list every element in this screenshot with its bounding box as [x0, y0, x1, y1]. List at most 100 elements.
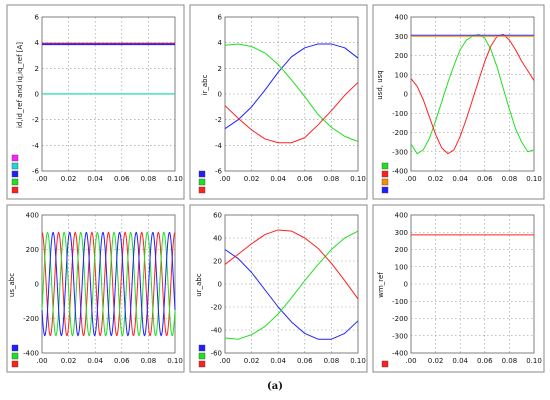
legend-swatch: [198, 352, 206, 360]
panel-frame: [372, 204, 545, 373]
legend-swatch: [11, 360, 19, 368]
x-tick-label: 0.06: [477, 175, 493, 183]
plot-area: .00 0.02 0.04 0.06 0.08 0.10 400 300 200 100 0 -100…: [381, 14, 542, 194]
y-tick-label: 100: [395, 71, 408, 79]
legend-swatch: [11, 352, 19, 360]
x-tick-label: 0.06: [477, 357, 493, 365]
x-tick-label: 0.06: [114, 175, 130, 183]
legend-swatch: [198, 360, 206, 368]
x-tick-label: 0.02: [244, 175, 260, 183]
x-tick-label: 0.04: [452, 357, 468, 365]
y-tick-label: 40: [213, 235, 222, 243]
y-tick-label: -400: [392, 168, 408, 176]
x-tick-label: 0.08: [141, 357, 157, 365]
plot-area: .00 0.02 0.04 0.06 0.08 0.10 6 4 2 0 -2 -4 -6: [11, 14, 183, 194]
plot-border: [224, 16, 359, 172]
y-tick-label: 300: [395, 33, 408, 41]
series-line: [224, 229, 359, 300]
legend-swatch: [381, 170, 389, 178]
legend-swatch: [198, 178, 206, 186]
x-tick-label: 0.08: [324, 175, 340, 183]
series-line: [224, 43, 359, 142]
y-tick-label: 400: [395, 14, 408, 22]
x-tick-label: 0.06: [297, 175, 313, 183]
y-axis-label: ur_abc: [195, 273, 203, 297]
series-line: [224, 230, 359, 340]
x-tick-label: 0.02: [61, 357, 77, 365]
y-tick-label: -300: [392, 332, 408, 340]
x-tick-label: .00: [36, 357, 47, 365]
legend-swatch: [11, 186, 19, 194]
x-tick-label: 0.02: [61, 175, 77, 183]
x-tick-label: .00: [405, 357, 416, 365]
chart-panel-ir-abc: .00 0.02 0.04 0.06 0.08 0.10 6 4 2 0 -2 -4 -6 ir_abc: [189, 4, 368, 200]
legend-swatch: [381, 178, 389, 186]
y-tick-label: 2: [35, 65, 39, 73]
y-tick-label: 60: [213, 212, 222, 220]
x-tick-label: 0.08: [324, 357, 340, 365]
figure-caption: (a): [267, 381, 283, 392]
legend-swatch: [381, 162, 389, 170]
series-line: [224, 82, 359, 144]
series-line: [41, 231, 176, 337]
x-tick-label: 0.08: [502, 357, 518, 365]
x-tick-label: 0.04: [452, 175, 468, 183]
x-tick-label: 0.10: [167, 175, 183, 183]
y-tick-label: 20: [213, 258, 222, 266]
y-tick-label: -300: [392, 148, 408, 156]
x-tick-label: 0.10: [350, 357, 366, 365]
panel-frame: [372, 4, 545, 200]
y-tick-label: -6: [32, 168, 40, 176]
y-axis-label: usd, usq: [376, 70, 384, 100]
legend-swatch: [198, 170, 206, 178]
plot-area: .00 0.02 0.04 0.06 0.08 0.10 400 300 200 100 0 -100…: [381, 212, 542, 368]
y-tick-label: -6: [215, 168, 223, 176]
plot-area: .00 0.02 0.04 0.06 0.08 0.10 60 40 20 0 -20 -40 -60: [198, 212, 366, 368]
y-tick-label: -4: [32, 142, 40, 150]
panel-frame: [6, 4, 185, 200]
legend-swatch: [198, 344, 206, 352]
y-tick-label: -20: [211, 304, 222, 312]
y-tick-label: -200: [392, 315, 408, 323]
y-tick-label: 400: [26, 212, 39, 220]
y-tick-label: -40: [211, 327, 222, 335]
x-tick-label: .00: [36, 175, 47, 183]
y-tick-label: 6: [218, 14, 223, 22]
y-tick-label: 0: [35, 91, 39, 99]
x-tick-label: 0.04: [270, 175, 286, 183]
y-tick-label: 300: [395, 229, 408, 237]
plot-border: [41, 214, 176, 354]
legend-swatch: [11, 162, 19, 170]
chart-panel-usd-usq: .00 0.02 0.04 0.06 0.08 0.10 400 300 200 100 0 -100…: [372, 4, 545, 200]
y-tick-label: -60: [211, 350, 222, 358]
legend-swatch: [381, 186, 389, 194]
x-tick-label: 0.02: [244, 357, 260, 365]
y-tick-label: 100: [395, 263, 408, 271]
x-tick-label: 0.02: [428, 357, 444, 365]
plot-area: .00 0.02 0.04 0.06 0.08 0.10 6 4 2 0 -2 -4 -6: [198, 14, 366, 194]
legend-swatch: [11, 170, 19, 178]
y-axis-label: wm_ref: [377, 272, 385, 298]
plot-border: [410, 214, 535, 354]
y-tick-label: 4: [218, 39, 223, 47]
x-tick-label: 0.04: [87, 175, 103, 183]
y-tick-label: 6: [35, 14, 40, 22]
chart-panel-id-iq: .00 0.02 0.04 0.06 0.08 0.10 6 4 2 0 -2 -4 -6 id,id_…: [6, 4, 185, 200]
panel-frame: [6, 204, 185, 373]
x-tick-label: 0.10: [526, 357, 542, 365]
chart-panel-ur-abc: .00 0.02 0.04 0.06 0.08 0.106040200-20-40-60 …: [189, 204, 368, 373]
legend-swatch: [11, 178, 19, 186]
y-tick-label: -400: [392, 350, 408, 358]
y-tick-label: 200: [395, 52, 408, 60]
x-tick-label: 0.10: [526, 175, 542, 183]
y-tick-label: 0: [404, 281, 408, 289]
chart-panel-wm-ref: .00 0.02 0.04 0.06 0.08 0.10 400 300 200 100 0 -100…: [372, 204, 545, 373]
x-tick-label: .00: [219, 175, 230, 183]
y-axis-label: id,id_ref and iq,iq_ref [A]: [16, 42, 24, 128]
y-tick-label: -200: [392, 129, 408, 137]
y-axis-label: us_abc: [8, 273, 16, 297]
y-tick-label: 400: [395, 212, 408, 220]
y-tick-label: -4: [215, 142, 223, 150]
legend-swatch: [11, 154, 19, 162]
